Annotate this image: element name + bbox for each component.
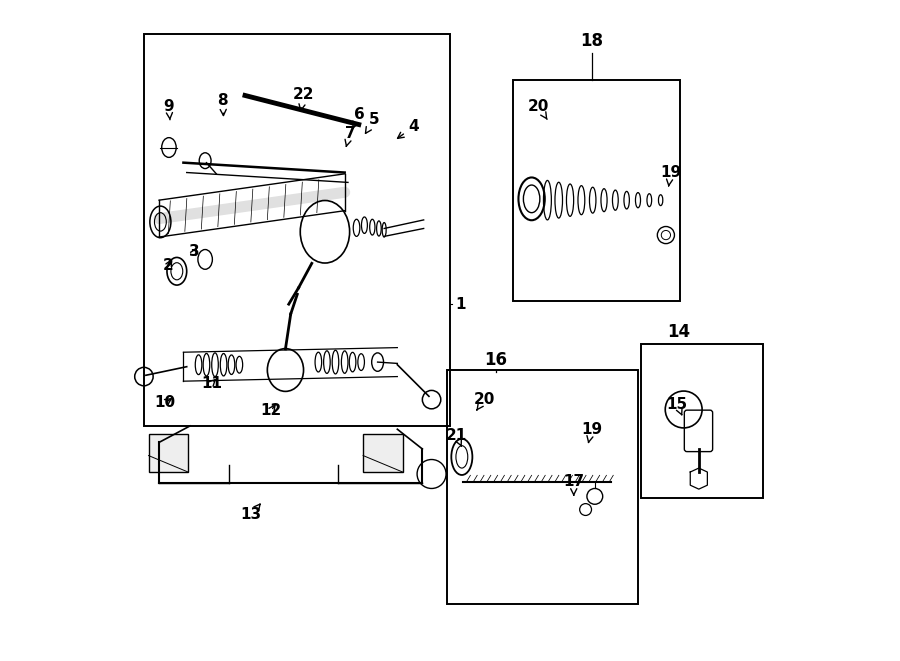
Text: 14: 14	[668, 323, 690, 341]
FancyBboxPatch shape	[363, 434, 402, 472]
Text: 2: 2	[163, 258, 174, 274]
Text: 19: 19	[581, 422, 602, 443]
Bar	[446, 370, 637, 603]
Text: 1: 1	[455, 297, 466, 312]
FancyBboxPatch shape	[148, 434, 188, 472]
Bar	[512, 81, 680, 301]
Text: 16: 16	[484, 351, 508, 369]
Text: 7: 7	[345, 126, 356, 146]
Text: 12: 12	[260, 403, 282, 418]
Text: 15: 15	[667, 397, 688, 415]
Text: 20: 20	[473, 392, 495, 410]
Text: 8: 8	[218, 93, 229, 116]
Bar	[144, 34, 450, 426]
Text: 18: 18	[580, 32, 603, 50]
Text: 17: 17	[563, 475, 584, 495]
Text: 19: 19	[660, 165, 681, 186]
Text: 11: 11	[202, 375, 222, 391]
Text: 5: 5	[365, 112, 380, 134]
Text: 9: 9	[164, 99, 175, 120]
Text: 21: 21	[446, 428, 467, 446]
Bar	[641, 344, 762, 498]
Text: 4: 4	[398, 119, 419, 138]
Text: 13: 13	[240, 504, 262, 522]
Text: 22: 22	[293, 87, 315, 110]
Text: 6: 6	[353, 107, 364, 128]
Text: 20: 20	[528, 99, 550, 120]
Text: 10: 10	[155, 395, 176, 410]
Text: 3: 3	[189, 244, 200, 259]
